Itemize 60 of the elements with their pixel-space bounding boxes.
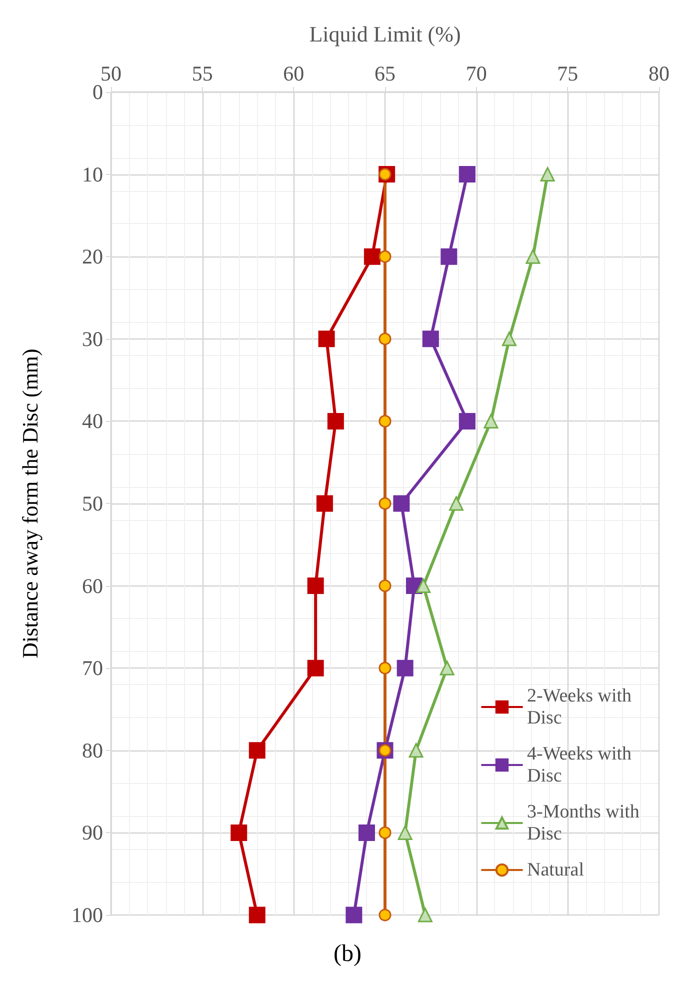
y-tick-label: 50 bbox=[82, 492, 103, 516]
point bbox=[378, 497, 392, 510]
y-tick-label: 90 bbox=[82, 820, 103, 845]
point bbox=[396, 660, 414, 676]
point bbox=[408, 743, 424, 758]
y-tick-label: 60 bbox=[82, 574, 103, 598]
y-tick-label: 70 bbox=[82, 656, 103, 680]
legend-label: 4-Weeks with Disc bbox=[527, 744, 636, 786]
point bbox=[307, 578, 324, 594]
point bbox=[418, 908, 432, 922]
point bbox=[230, 824, 248, 841]
point bbox=[484, 414, 498, 428]
point bbox=[416, 578, 431, 594]
y-tick-label: 10 bbox=[82, 162, 103, 186]
x-tick-label: 75 bbox=[557, 62, 578, 86]
point bbox=[318, 330, 335, 348]
y-axis-title: Distance away form the Disc (mm) bbox=[18, 348, 42, 658]
point bbox=[440, 248, 458, 265]
point bbox=[440, 660, 454, 676]
legend-label: 2-Weeks with Disc bbox=[527, 686, 636, 728]
point bbox=[458, 166, 476, 183]
point bbox=[378, 580, 392, 592]
y-tick-label: 80 bbox=[82, 738, 103, 762]
point bbox=[327, 412, 344, 430]
point bbox=[248, 906, 266, 924]
point bbox=[378, 908, 392, 922]
x-tick-label: 65 bbox=[374, 62, 396, 86]
point bbox=[393, 495, 410, 512]
point bbox=[378, 332, 392, 346]
point bbox=[458, 412, 476, 430]
point bbox=[540, 167, 555, 182]
point bbox=[248, 742, 266, 759]
text: (b) bbox=[334, 941, 362, 967]
point bbox=[448, 496, 464, 511]
point bbox=[346, 906, 362, 924]
x-tick-label: 70 bbox=[466, 62, 487, 86]
x-axis-title: Liquid Limit (%) bbox=[309, 22, 461, 46]
point bbox=[358, 824, 375, 841]
y-tick-label: 40 bbox=[82, 409, 103, 434]
point bbox=[378, 250, 392, 263]
y-tick-label: 20 bbox=[82, 244, 103, 269]
point bbox=[316, 495, 333, 512]
y-tick-label: 0 bbox=[92, 80, 103, 104]
point bbox=[526, 249, 540, 264]
point bbox=[378, 826, 392, 839]
point bbox=[378, 414, 392, 428]
point bbox=[307, 660, 324, 676]
legend-label: Natural bbox=[527, 860, 584, 880]
x-tick-label: 55 bbox=[192, 62, 213, 86]
point bbox=[422, 330, 439, 348]
y-tick-label: 100 bbox=[72, 903, 103, 927]
point bbox=[398, 825, 412, 840]
x-tick-label: 50 bbox=[100, 62, 122, 86]
x-tick-label: 80 bbox=[648, 62, 670, 86]
y-tick-label: 30 bbox=[82, 326, 103, 351]
x-tick-label: 60 bbox=[283, 62, 304, 86]
point bbox=[502, 332, 516, 346]
point bbox=[378, 662, 392, 674]
legend-label: 3-Months with Disc bbox=[527, 802, 644, 844]
point bbox=[364, 248, 380, 265]
